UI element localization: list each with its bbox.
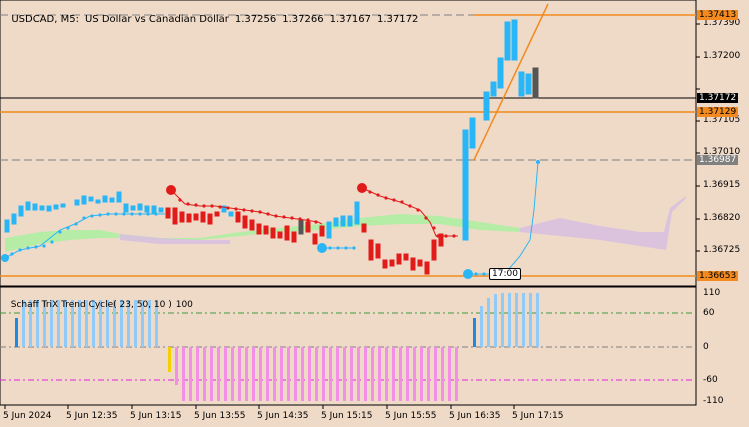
price-axis-label: 1.36725 xyxy=(703,245,741,255)
dash-level-price-tag: 1.36987 xyxy=(697,155,739,165)
trend-line[interactable] xyxy=(473,3,549,161)
price-axis-label: 1.37010 xyxy=(703,147,741,157)
low-value: 1.37167 xyxy=(329,14,371,25)
time-axis-label: 5 Jun 14:35 xyxy=(257,411,309,421)
indicator-value: 100 xyxy=(175,300,193,310)
mid-line-price-tag: 1.37129 xyxy=(697,107,739,117)
indicator-frame xyxy=(0,286,697,406)
bottom-line-price-tag: 1.36653 xyxy=(697,271,739,281)
time-marker-label: 17:00 xyxy=(489,268,521,280)
time-axis-label: 5 Jun 16:35 xyxy=(449,411,501,421)
price-axis-label: 1.37390 xyxy=(703,18,741,28)
blue-dots xyxy=(10,160,540,276)
instrument-name: US Dollar vs Canadian Dollar xyxy=(84,14,229,25)
price-axis-label: 1.37200 xyxy=(703,51,741,61)
red-dots xyxy=(178,190,456,238)
top-line-price-tag: 1.37413 xyxy=(697,10,739,20)
open-value: 1.37256 xyxy=(234,14,277,25)
indicator-histogram xyxy=(15,293,539,401)
signal-dot xyxy=(317,243,327,253)
price-axis-label: 1.37105 xyxy=(703,115,741,125)
red-signal-line-2 xyxy=(361,187,458,237)
indicator-axis-label: -60 xyxy=(703,375,718,385)
indicator-axis-label: -110 xyxy=(703,396,724,406)
signal-dot xyxy=(1,254,9,262)
price-ticks xyxy=(696,23,700,252)
indicator-axis-label: 0 xyxy=(703,342,709,352)
cloud-violet xyxy=(120,234,230,244)
candles xyxy=(4,19,539,275)
time-axis-label: 5 Jun 2024 xyxy=(3,411,52,421)
close-value: 1.37172 xyxy=(376,14,419,25)
time-axis-label: 5 Jun 15:15 xyxy=(321,411,373,421)
indicator-name: Schaff TriX Trend Cycle( 23, 50, 10 ) xyxy=(10,300,172,310)
cloud-green xyxy=(5,214,520,252)
price-axis-label: 1.36915 xyxy=(703,180,741,190)
time-axis-label: 5 Jun 12:35 xyxy=(66,411,118,421)
indicator-axis-label: 60 xyxy=(703,308,715,318)
indicator-axis-label: 110 xyxy=(703,288,721,298)
signal-dot xyxy=(463,269,473,279)
cloud-violet-right xyxy=(520,196,686,250)
time-ticks xyxy=(4,405,515,409)
symbol-label: USDCAD, M5: xyxy=(11,14,79,25)
blue-signal-line-3 xyxy=(468,161,539,275)
time-axis-label: 5 Jun 13:55 xyxy=(194,411,246,421)
signal-dot xyxy=(357,183,367,193)
time-axis-label: 5 Jun 15:55 xyxy=(385,411,437,421)
current-price-tag: 1.37172 xyxy=(697,93,739,103)
indicator-header: Schaff TriX Trend Cycle( 23, 50, 10 ) 100 xyxy=(5,290,197,310)
main-chart-frame xyxy=(0,0,697,287)
signal-dot xyxy=(166,185,176,195)
time-axis-label: 5 Jun 13:15 xyxy=(130,411,182,421)
chart-header: USDCAD, M5: US Dollar vs Canadian Dollar 1… xyxy=(5,3,424,25)
price-axis-label: 1.36820 xyxy=(703,213,741,223)
time-axis-label: 5 Jun 17:15 xyxy=(512,411,564,421)
high-value: 1.37266 xyxy=(282,14,324,25)
